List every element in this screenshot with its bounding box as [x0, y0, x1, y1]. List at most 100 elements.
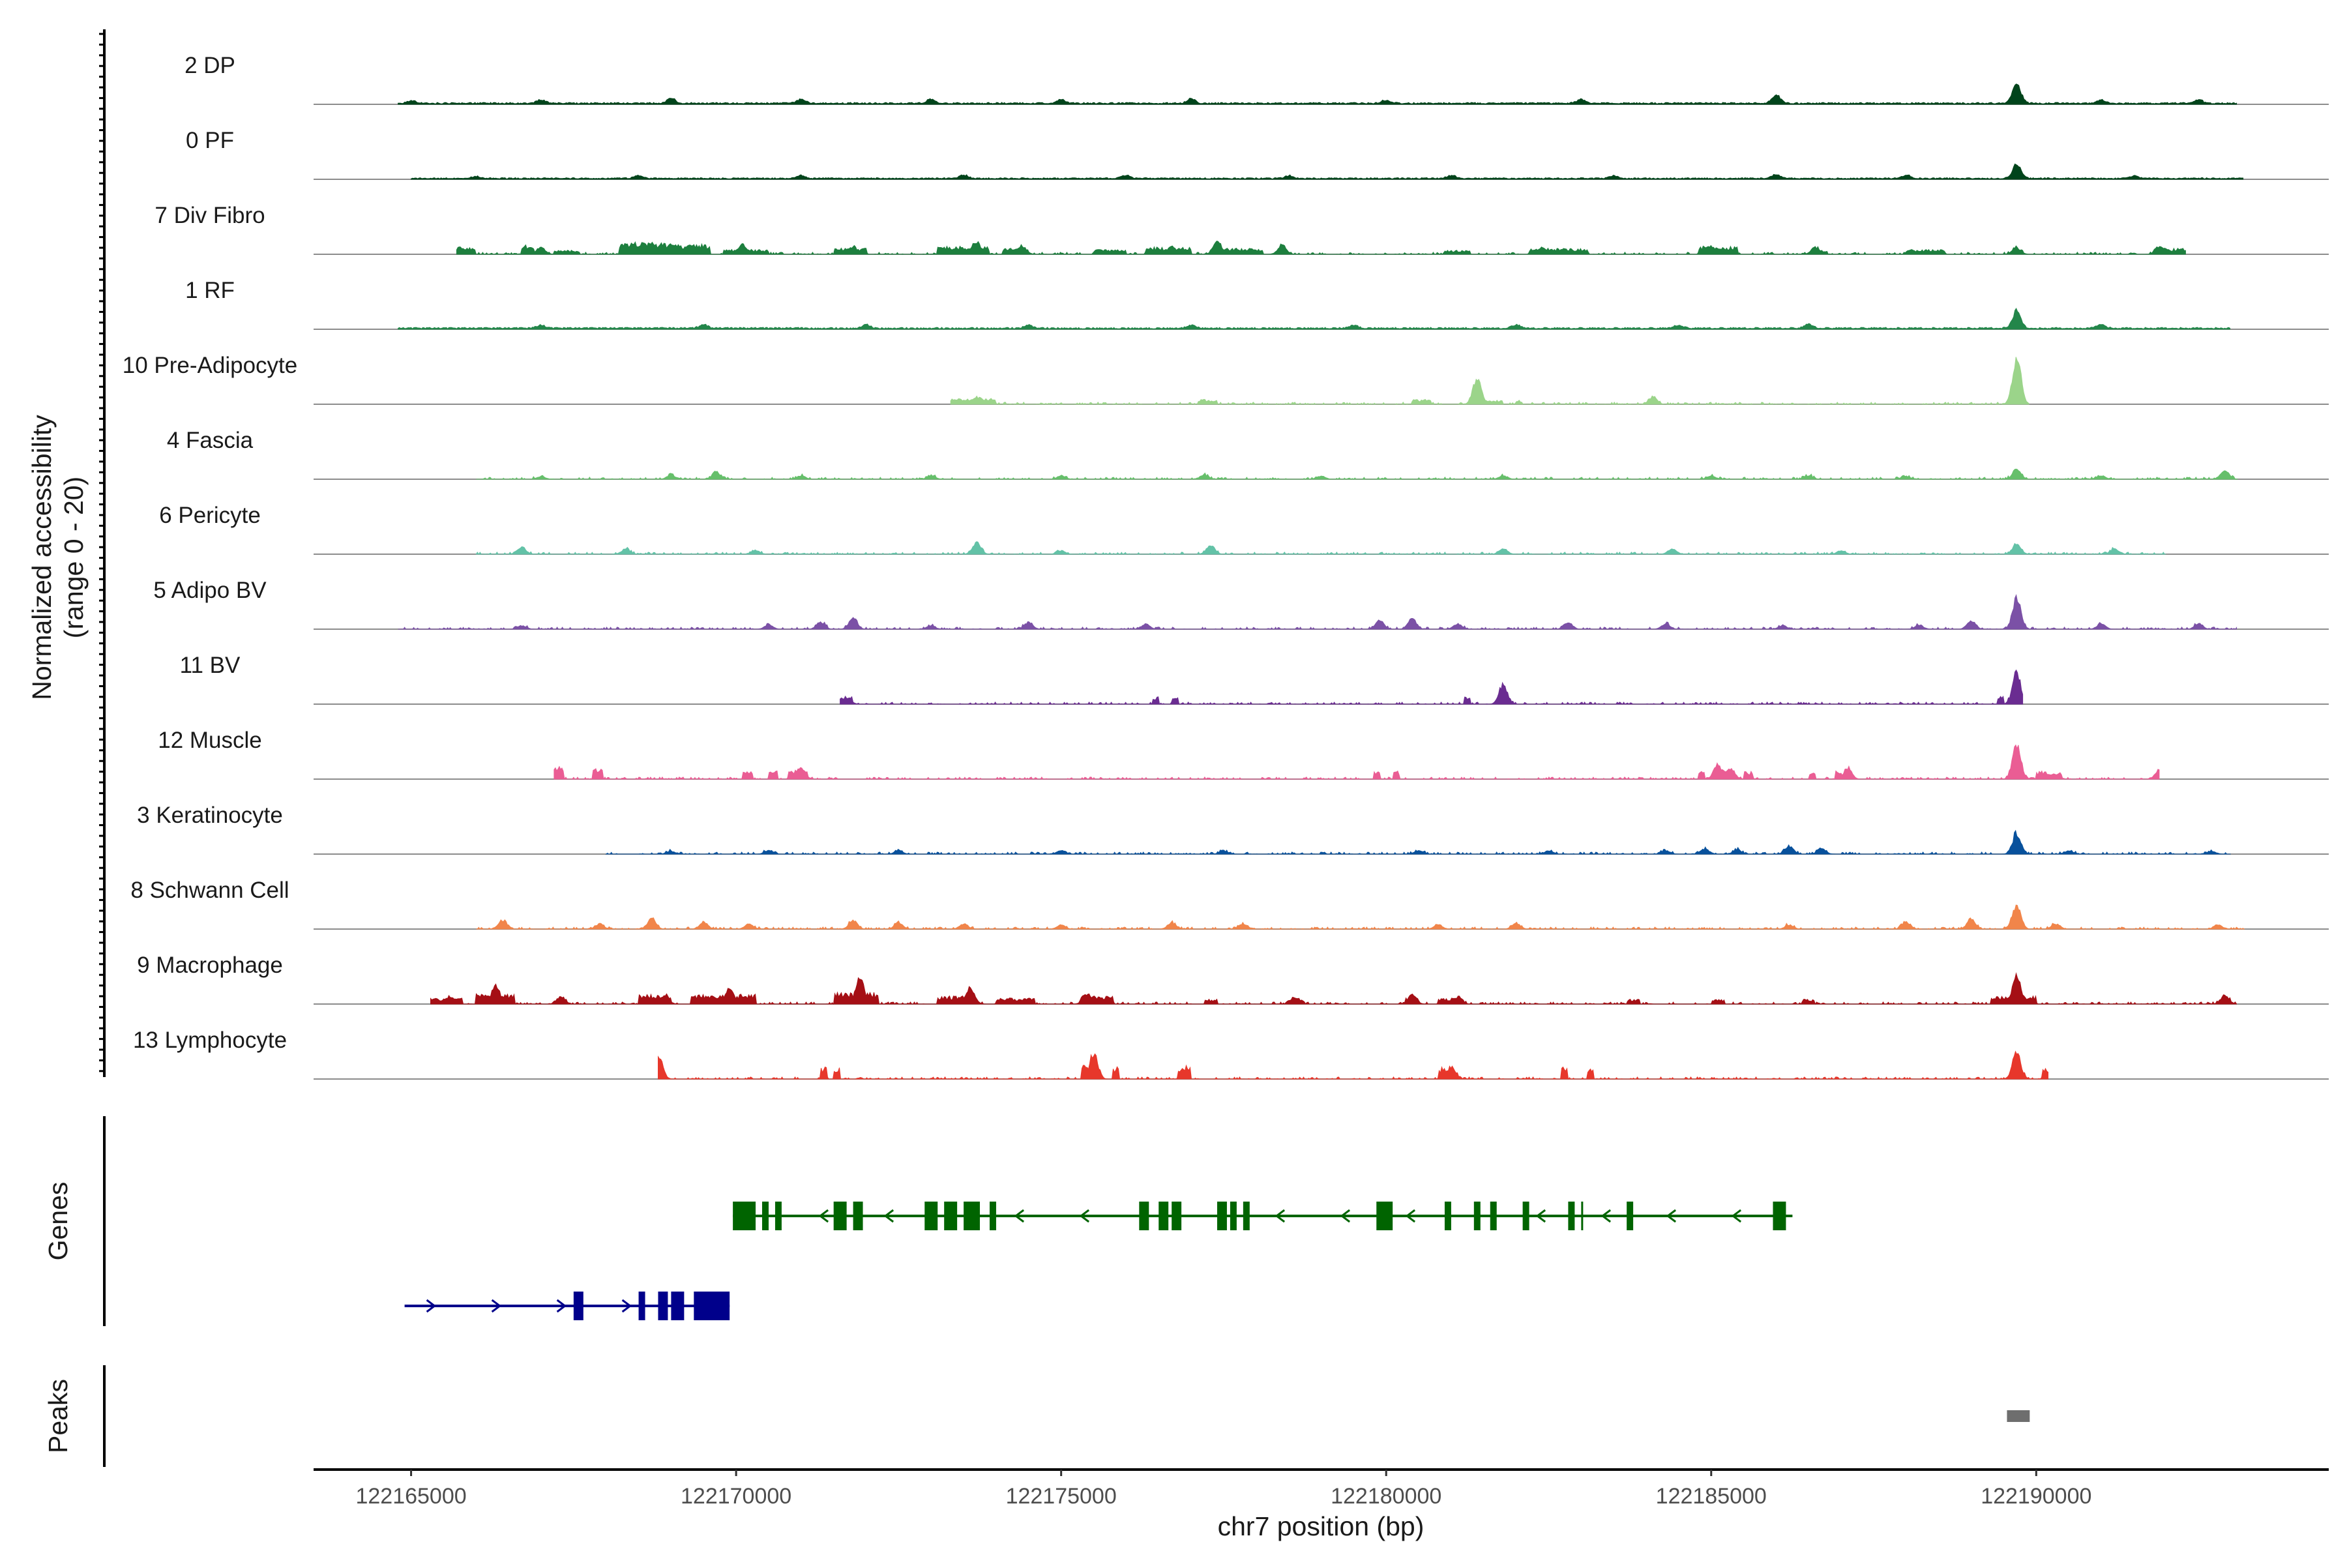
coverage-area: [475, 541, 2166, 555]
track-1-rf: 1 RF: [185, 278, 2329, 330]
strand-arrow: [1079, 1209, 1090, 1223]
coverage-area: [658, 1050, 2048, 1080]
track-label: 9 Macrophage: [137, 953, 283, 978]
strand-arrow: [1014, 1209, 1025, 1223]
track-4-fascia: 4 Fascia: [167, 428, 2329, 480]
x-axis-ticks: 122165000 122170000 122175000 122180000 1221…: [355, 1470, 2091, 1509]
x-tick-label: 122180000: [1331, 1484, 1441, 1509]
gene-exon: [833, 1202, 847, 1230]
peaks-track-title: Peaks: [43, 1379, 73, 1453]
coverage-area: [430, 972, 2237, 1005]
track-12-muscle: 12 Muscle: [158, 728, 2329, 780]
gene-exon: [658, 1292, 668, 1320]
strand-arrow: [426, 1299, 437, 1313]
gene-exon: [1522, 1202, 1529, 1230]
strand-arrow: [1275, 1209, 1286, 1223]
track-label: 10 Pre-Adipocyte: [123, 353, 297, 378]
gene-exon: [1243, 1202, 1250, 1230]
gene-ern2: Ern2: [733, 1202, 1793, 1230]
coverage-area: [411, 163, 2244, 180]
gene-exon: [1159, 1202, 1169, 1230]
strand-arrow: [1405, 1209, 1416, 1223]
coverage-area: [398, 308, 2231, 330]
gene-exon: [1217, 1202, 1227, 1230]
coverage-area: [398, 83, 2237, 105]
track-8-schwann-cell: 8 Schwann Cell: [130, 878, 2329, 930]
coverage-area: [398, 594, 2237, 630]
track-13-lymphocyte: 13 Lymphocyte: [133, 1028, 2329, 1080]
x-tick-label: 122190000: [1981, 1484, 2091, 1509]
left-axes: Normalized accessibility (range 0 - 20) …: [27, 29, 106, 1467]
track-label: 7 Div Fibro: [155, 203, 265, 228]
track-label: 6 Pericyte: [159, 503, 261, 528]
x-axis-title: chr7 position (bp): [1218, 1511, 1424, 1541]
gene-exon: [638, 1292, 645, 1320]
gene-exon: [1773, 1202, 1786, 1230]
coverage-area: [476, 468, 2238, 480]
track-label: 4 Fascia: [167, 428, 254, 453]
strand-arrow: [1601, 1209, 1612, 1223]
track-label: 12 Muscle: [158, 728, 262, 753]
gene-exon: [964, 1202, 981, 1230]
y-axis-title-line2: (range 0 - 20): [59, 477, 89, 638]
gene-exon: [1568, 1202, 1575, 1230]
track-label: 5 Adipo BV: [153, 578, 267, 603]
gene-exon: [853, 1202, 863, 1230]
gene-exon: [761, 1202, 769, 1230]
strand-arrow: [1731, 1209, 1742, 1223]
strand-arrow: [883, 1209, 894, 1223]
gene-exon: [775, 1202, 782, 1230]
x-axis: 122165000 122170000 122175000 122180000 1221…: [314, 1468, 2329, 1541]
coverage-area: [840, 669, 2024, 705]
strand-arrow: [621, 1299, 632, 1313]
track-0-pf: 0 PF: [186, 128, 2329, 180]
track-label: 2 DP: [185, 53, 235, 78]
track-label: 1 RF: [185, 278, 235, 303]
x-tick-label: 122165000: [355, 1484, 466, 1509]
gene-exon: [1139, 1202, 1149, 1230]
gene-exon: [573, 1292, 583, 1320]
track-5-adipo-bv: 5 Adipo BV: [153, 578, 2329, 630]
gene-exon: [924, 1202, 938, 1230]
coverage-y-ticks: [99, 33, 104, 1072]
track-11-bv: 11 BV: [180, 653, 2329, 705]
track-label: 3 Keratinocyte: [137, 803, 283, 828]
track-9-macrophage: 9 Macrophage: [137, 953, 2329, 1005]
track-7-div-fibro: 7 Div Fibro: [155, 203, 2329, 256]
gene-exon: [1172, 1202, 1182, 1230]
x-tick-label: 122175000: [1006, 1484, 1117, 1509]
gene-exon: [989, 1202, 996, 1230]
gene-exon: [733, 1202, 756, 1230]
gene-exon: [1627, 1202, 1634, 1230]
track-label: 0 PF: [186, 128, 234, 153]
gene-exon: [1230, 1202, 1237, 1230]
strand-arrow: [818, 1209, 829, 1223]
track-label: 11 BV: [180, 653, 241, 678]
y-axis-title-line1: Normalized accessibility: [27, 415, 57, 700]
genes-track-title: Genes: [43, 1182, 73, 1261]
x-tick-label: 122185000: [1656, 1484, 1767, 1509]
track-label: 13 Lymphocyte: [133, 1028, 287, 1053]
coverage-area: [950, 357, 2030, 405]
coverage-area: [476, 904, 2245, 930]
gene-exon: [944, 1202, 958, 1230]
gene-exon: [1444, 1202, 1451, 1230]
gene-exon: [1490, 1202, 1497, 1230]
strand-arrow: [1340, 1209, 1351, 1223]
x-tick-label: 122170000: [681, 1484, 791, 1509]
coverage-area: [456, 241, 2186, 256]
coverage-area: [554, 744, 2160, 780]
gene-plk1: Plk1: [404, 1292, 730, 1320]
track-3-keratinocyte: 3 Keratinocyte: [137, 803, 2329, 855]
gene-exon: [694, 1292, 730, 1320]
track-2-dp: 2 DP: [185, 53, 2329, 105]
gene-annotation-track: Ern2 Plk1: [404, 1202, 1793, 1320]
track-6-pericyte: 6 Pericyte: [159, 503, 2329, 555]
peak-region: [2007, 1410, 2030, 1422]
strand-arrow: [1535, 1209, 1546, 1223]
strand-arrow: [491, 1299, 502, 1313]
strand-arrow: [1666, 1209, 1677, 1223]
track-10-pre-adipocyte: 10 Pre-Adipocyte: [123, 353, 2329, 405]
